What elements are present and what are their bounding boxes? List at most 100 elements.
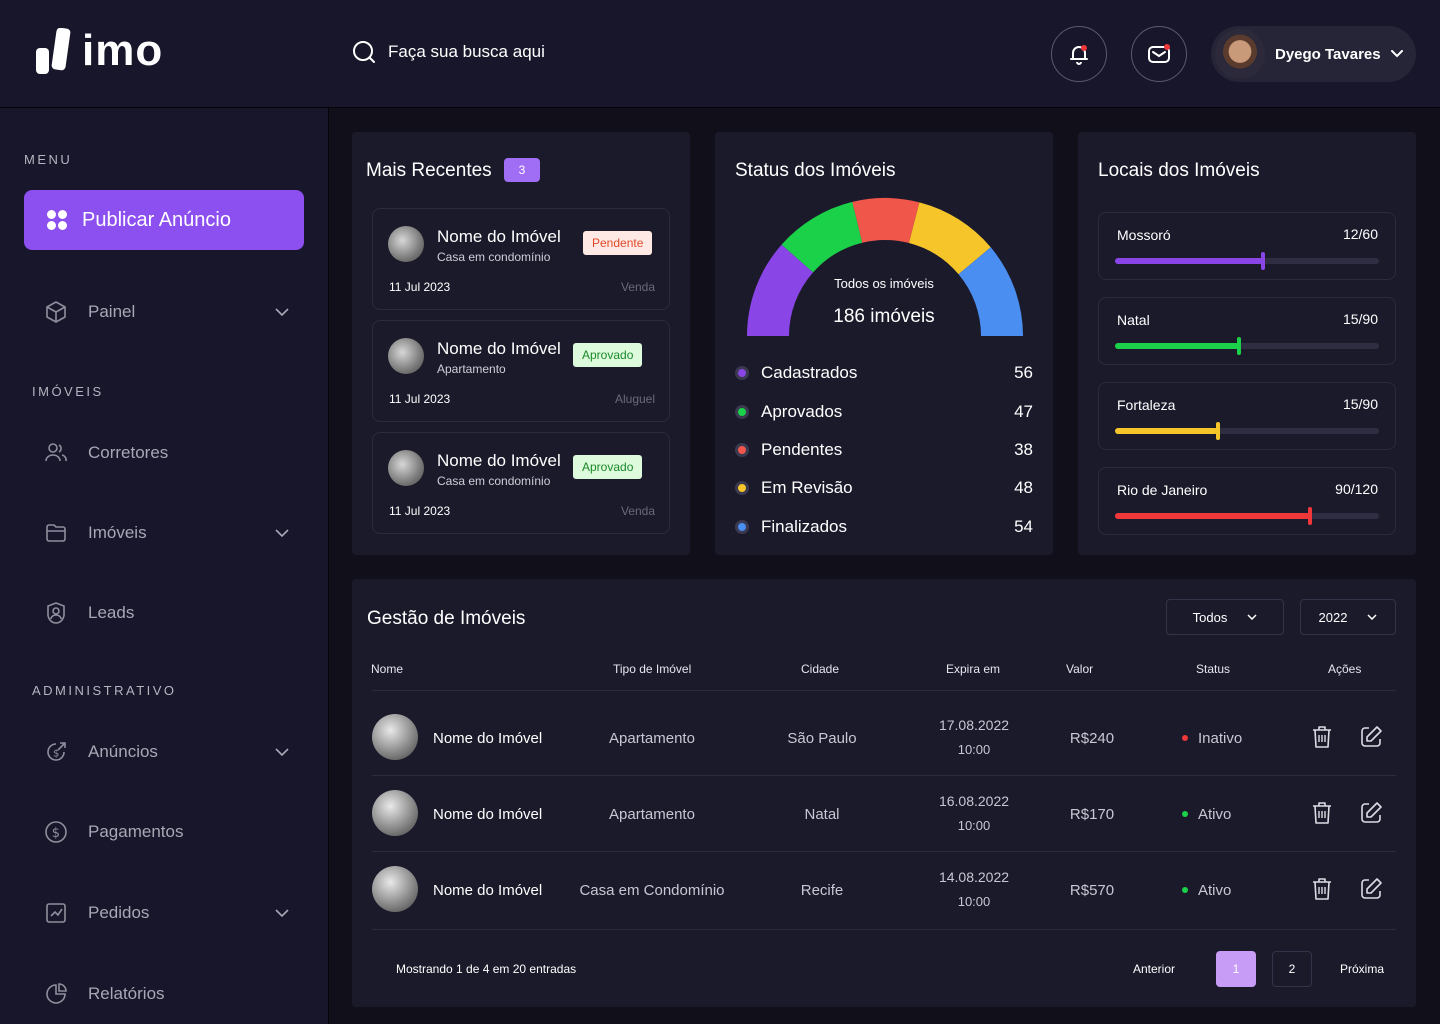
cell-name: Nome do Imóvel (433, 730, 543, 747)
status-dot (1182, 811, 1188, 817)
recent-item-title: Nome do Imóvel (437, 451, 561, 470)
user-avatar (1215, 29, 1265, 79)
sidebar-item-label: Corretores (88, 443, 169, 462)
users-icon (45, 443, 67, 462)
sidebar-item-pagamentos[interactable]: $ Pagamentos (44, 820, 289, 844)
gauge-segment-2 (781, 201, 863, 273)
sidebar-item-corretores[interactable]: Corretores (44, 441, 289, 465)
legend-value: 54 (1014, 517, 1033, 536)
legend-dot (735, 520, 749, 534)
recent-item[interactable]: Nome do Imóvel Casa em condomínio Penden… (372, 208, 670, 310)
svg-text:$: $ (53, 749, 59, 760)
cell-expiry-time: 10:00 (957, 818, 991, 833)
cell-name: Nome do Imóvel (433, 806, 543, 823)
notifications-button[interactable] (1051, 26, 1107, 82)
app-logo[interactable]: imo (36, 26, 163, 76)
recent-item-subtitle: Casa em condomínio (437, 474, 551, 488)
year-select[interactable]: 2022 (1300, 599, 1396, 635)
recent-item[interactable]: Nome do Imóvel Apartamento Aprovado 11 J… (372, 320, 670, 422)
table-row[interactable]: Nome do Imóvel Apartamento São Paulo 17.… (372, 700, 1396, 776)
legend-value: 56 (1014, 363, 1033, 382)
sidebar-item-pedidos[interactable]: Pedidos (44, 901, 289, 925)
location-progress-track (1115, 337, 1379, 355)
sidebar-item-painel[interactable]: Painel (44, 300, 289, 324)
user-name: Dyego Tavares (1275, 45, 1381, 63)
recent-item-date: 11 Jul 2023 (389, 504, 451, 518)
table-row[interactable]: Nome do Imóvel Casa em Condomínio Recife… (372, 852, 1396, 928)
search-input[interactable] (388, 42, 708, 62)
location-progress-knob (1260, 252, 1265, 270)
recent-item-subtitle: Casa em condomínio (437, 250, 551, 264)
filter-select[interactable]: Todos (1166, 599, 1284, 635)
recent-item-date: 11 Jul 2023 (389, 392, 451, 406)
chevron-down-icon (275, 909, 289, 917)
gauge-segment-4 (908, 202, 991, 275)
legend-dot (735, 366, 749, 380)
property-thumbnail (388, 450, 424, 486)
sidebar-item-label: Anúncios (88, 742, 158, 761)
sidebar-item-imoveis[interactable]: Imóveis (44, 521, 289, 545)
sidebar-item-anuncios[interactable]: $ Anúncios (44, 740, 289, 764)
status-badge: Pendente (583, 231, 653, 255)
cell-expiry-date: 14.08.2022 (938, 869, 1010, 885)
trash-icon[interactable] (1310, 876, 1334, 902)
status-gauge (747, 198, 1023, 336)
legend-item: Cadastrados 56 (735, 361, 1033, 385)
user-menu[interactable]: Dyego Tavares (1211, 26, 1416, 82)
sidebar-item-label: Pedidos (88, 903, 150, 922)
cube-icon (46, 301, 66, 323)
location-item: Natal 15/90 (1098, 297, 1396, 365)
location-name: Rio de Janeiro (1117, 482, 1208, 498)
status-dot (1182, 887, 1188, 893)
recent-title: Mais Recentes (366, 160, 492, 181)
status-badge: Aprovado (573, 455, 643, 479)
pagination-next[interactable]: Próxima (1340, 962, 1385, 976)
cell-expiry-time: 10:00 (957, 894, 991, 909)
grid-icon (47, 210, 67, 230)
chevron-down-icon (1247, 614, 1257, 620)
trash-icon[interactable] (1310, 800, 1334, 826)
legend-label: Finalizados (761, 517, 847, 536)
table-row[interactable]: Nome do Imóvel Apartamento Natal 16.08.2… (372, 776, 1396, 852)
user-badge-icon (47, 602, 65, 624)
edit-icon[interactable] (1358, 876, 1384, 902)
cell-city: Recife (800, 882, 844, 899)
gauge-segment-5 (958, 247, 1023, 336)
column-header: Ações (1328, 662, 1362, 676)
section-admin-label: ADMINISTRATIVO (32, 683, 177, 698)
gauge-segment-1 (747, 244, 814, 336)
recent-item-subtitle: Apartamento (437, 362, 506, 376)
location-name: Fortaleza (1117, 397, 1176, 413)
legend-dot (735, 481, 749, 495)
year-select-value: 2022 (1318, 609, 1348, 625)
cell-expiry-time: 10:00 (957, 742, 991, 757)
sidebar-item-label: Relatórios (88, 984, 165, 1003)
pagination-page-2[interactable]: 2 (1272, 951, 1312, 987)
cell-type: Apartamento (609, 730, 695, 747)
sidebar-item-relatorios[interactable]: Relatórios (44, 982, 289, 1006)
recent-item-date: 11 Jul 2023 (389, 280, 451, 294)
pagination-prev[interactable]: Anterior (1133, 962, 1176, 976)
legend-label: Aprovados (761, 402, 843, 421)
sidebar-item-leads[interactable]: Leads (44, 601, 289, 625)
property-thumbnail (388, 338, 424, 374)
publish-listing-button[interactable]: Publicar Anúncio (24, 190, 304, 250)
sidebar-item-label: Leads (88, 603, 135, 622)
mail-icon (1148, 44, 1170, 63)
messages-button[interactable] (1131, 26, 1187, 82)
row-divider (372, 775, 1396, 776)
trash-icon[interactable] (1310, 724, 1334, 750)
property-thumbnail (372, 714, 418, 760)
edit-icon[interactable] (1358, 724, 1384, 750)
top-header: imo Dyego Tavares (0, 0, 1440, 108)
svg-text:$: $ (52, 826, 60, 841)
logo-text: imo (82, 26, 164, 75)
edit-icon[interactable] (1358, 800, 1384, 826)
location-progress-track (1115, 507, 1379, 525)
search-bar[interactable] (352, 40, 708, 64)
filter-select-value: Todos (1192, 609, 1228, 625)
recent-item[interactable]: Nome do Imóvel Casa em condomínio Aprova… (372, 432, 670, 534)
legend-label: Pendentes (761, 440, 843, 459)
chevron-down-icon (275, 529, 289, 537)
pagination-page-1[interactable]: 1 (1216, 951, 1256, 987)
